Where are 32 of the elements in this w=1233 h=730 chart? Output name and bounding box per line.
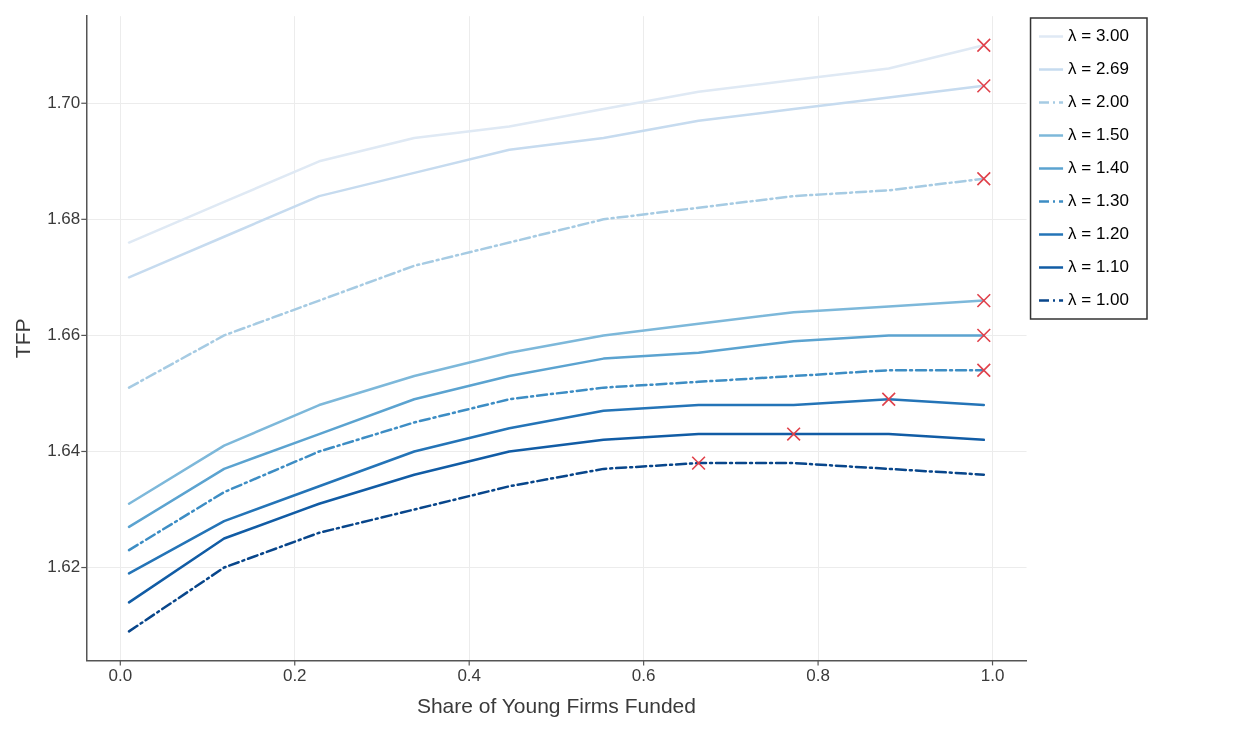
x-axis-title: Share of Young Firms Funded — [416, 694, 696, 718]
y-axis-title: TFP — [11, 318, 35, 359]
x-tick-label: 0.2 — [282, 666, 307, 686]
point — [881, 392, 896, 407]
legend-label: λ = 1.30 — [1068, 191, 1130, 211]
x-tick-label: 0.8 — [806, 666, 830, 686]
point — [976, 171, 991, 186]
x-tick-label: 0.0 — [108, 666, 133, 686]
legend-label: λ = 1.40 — [1068, 158, 1130, 178]
point — [976, 363, 991, 378]
x-tick-label: 1.0 — [980, 666, 1005, 686]
legend-label: λ = 1.10 — [1068, 257, 1130, 277]
legend-label: λ = 3.00 — [1068, 26, 1130, 46]
y-tick-label: 1.62 — [47, 557, 81, 577]
point — [976, 38, 991, 53]
legend-label: λ = 1.00 — [1068, 290, 1130, 310]
legend-label: λ = 1.50 — [1068, 125, 1130, 145]
legend-label: λ = 2.69 — [1068, 59, 1130, 79]
legend-label: λ = 2.00 — [1068, 92, 1130, 112]
y-tick-label: 1.64 — [47, 441, 81, 461]
line-series — [127, 461, 986, 633]
point — [786, 426, 801, 442]
legend-label: λ = 1.20 — [1068, 224, 1130, 244]
x-tick-label: 0.4 — [457, 666, 482, 686]
y-tick-label: 1.66 — [47, 325, 81, 345]
y-tick-label: 1.68 — [47, 209, 81, 229]
point — [976, 328, 991, 343]
point — [976, 293, 991, 308]
x-tick-label: 0.6 — [631, 666, 656, 686]
point — [976, 78, 991, 94]
point — [691, 455, 706, 471]
y-tick-label: 1.70 — [47, 92, 81, 112]
